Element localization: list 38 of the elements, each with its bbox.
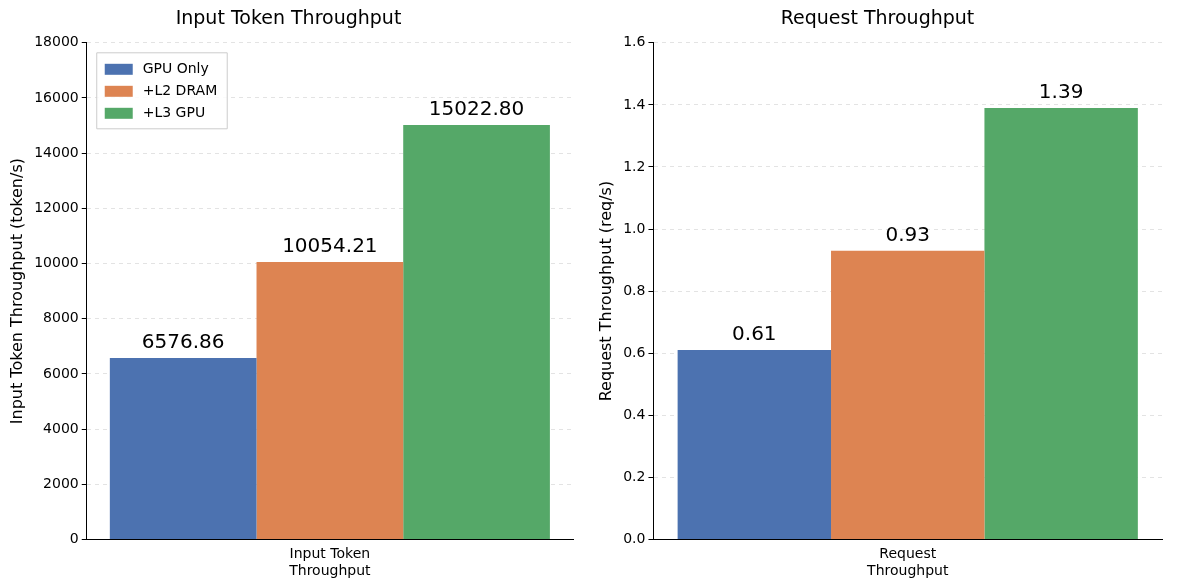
data-label: 1.39 [1038,79,1084,104]
bar [677,350,832,539]
chart-title: Input Token Throughput [175,6,402,29]
data-label: 0.93 [885,221,930,246]
y-axis-title: Request Throughput (req/s) [595,180,615,402]
y-tick-label: 0.6 [623,343,646,360]
chart-title: Request Throughput [780,6,975,29]
y-tick-label: 1.2 [623,157,646,174]
y-tick-label: 0.0 [623,530,646,547]
bar [109,357,257,539]
bar [984,107,1138,539]
y-tick-label: 10000 [34,254,79,271]
data-label: 15022.80 [428,96,525,121]
bar [831,250,985,539]
legend-label: +L2 DRAM [142,82,218,99]
legend-label: GPU Only [142,60,209,77]
y-tick-label: 0.8 [623,281,646,298]
y-tick-label: 1.6 [623,33,646,50]
y-tick-label: 1.4 [623,95,646,112]
y-axis-title: Input Token Throughput (token/s) [6,158,26,425]
y-tick-label: 18000 [34,33,79,50]
y-tick-label: 8000 [43,309,79,326]
y-tick-label: 6000 [43,364,79,381]
data-label: 10054.21 [282,233,378,258]
y-tick-label: 4000 [43,419,79,436]
bar [403,124,550,539]
data-label: 0.61 [732,321,777,346]
legend-label: +L3 GPU [142,104,206,121]
y-tick-label: 0.2 [623,467,646,484]
bar [256,262,404,539]
y-tick-label: 14000 [34,143,79,160]
y-tick-label: 2000 [43,474,79,491]
data-label: 6576.86 [141,329,225,354]
y-tick-label: 0.4 [623,405,646,422]
y-tick-label: 16000 [34,88,79,105]
y-tick-label: 1.0 [623,219,646,236]
y-tick-label: 12000 [34,198,79,215]
y-tick-label: 0 [69,530,79,547]
